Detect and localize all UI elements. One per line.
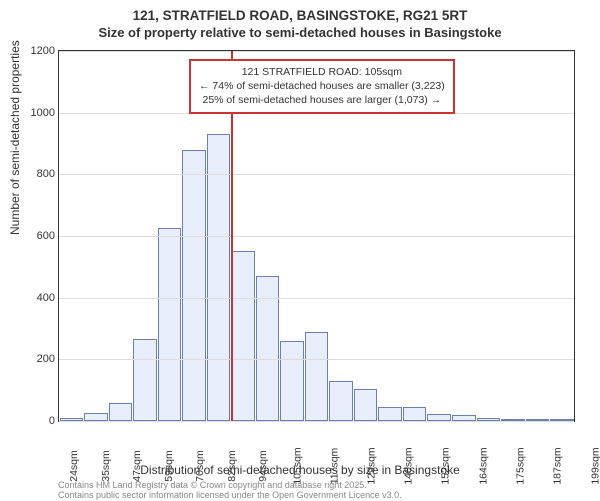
histogram-bar [403,407,427,421]
histogram-bar [207,134,231,421]
histogram-bar [133,339,157,421]
x-ticks: 24sqm35sqm47sqm59sqm70sqm82sqm94sqm105sq… [58,422,573,434]
histogram-bar [84,413,108,421]
histogram-bar [231,251,255,421]
histogram-chart: 020040060080010001200121 STRATFIELD ROAD… [58,50,575,422]
attribution-text: Contains HM Land Registry data © Crown c… [58,480,402,501]
gridline [59,236,574,237]
histogram-bar [305,332,329,421]
attribution-line1: Contains HM Land Registry data © Crown c… [58,480,402,490]
y-tick-label: 600 [21,230,55,242]
histogram-bar [280,341,304,421]
x-axis-label: Distribution of semi-detached houses by … [0,463,600,477]
histogram-bar [378,407,402,421]
attribution-line2: Contains public sector information licen… [58,490,402,500]
histogram-bar [354,389,378,421]
y-tick-label: 200 [21,353,55,365]
histogram-bar [182,150,206,421]
y-tick-label: 400 [21,292,55,304]
gridline [59,51,574,52]
y-tick-label: 0 [21,415,55,427]
info-box-line: 121 STRATFIELD ROAD: 105sqm [199,65,445,79]
y-tick-label: 1000 [21,107,55,119]
y-tick-label: 1200 [21,45,55,57]
histogram-bar [329,381,353,421]
page-subtitle: Size of property relative to semi-detach… [0,25,600,40]
info-box: 121 STRATFIELD ROAD: 105sqm← 74% of semi… [189,59,455,114]
histogram-bar [427,414,451,421]
y-axis-label: Number of semi-detached properties [8,40,22,235]
info-box-line: 25% of semi-detached houses are larger (… [199,93,445,107]
gridline [59,359,574,360]
info-box-line: ← 74% of semi-detached houses are smalle… [199,79,445,93]
gridline [59,298,574,299]
page-title: 121, STRATFIELD ROAD, BASINGSTOKE, RG21 … [0,0,600,23]
histogram-bar [109,403,133,422]
gridline [59,174,574,175]
y-tick-label: 800 [21,168,55,180]
histogram-bar [158,228,182,421]
